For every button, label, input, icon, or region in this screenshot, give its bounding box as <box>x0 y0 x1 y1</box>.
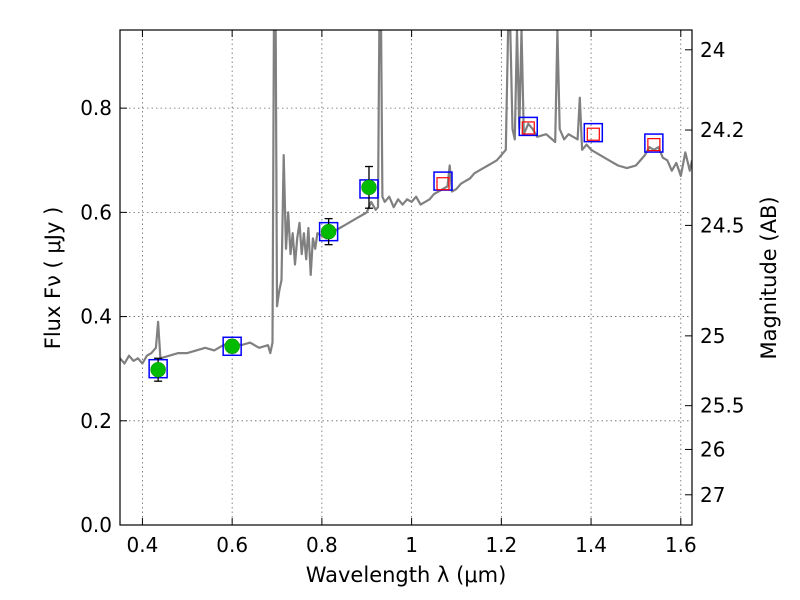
red-square-marker <box>647 138 661 152</box>
right-tick-label: 24 <box>700 38 725 62</box>
x-tick-label: 1.4 <box>575 533 607 557</box>
x-tick-label: 1.2 <box>485 533 517 557</box>
y-tick-label: 0.0 <box>80 513 112 537</box>
blue-square-marker <box>222 336 242 357</box>
green-circle-marker <box>361 179 377 196</box>
green-circle-marker <box>224 338 240 355</box>
spectrum-line-group <box>120 30 692 365</box>
right-tick-label: 25.5 <box>700 394 745 418</box>
y-axis-label: Flux Fν ( μJy ) <box>41 207 65 350</box>
blue-square-marker <box>644 133 664 153</box>
right-tick-label: 26 <box>700 437 725 461</box>
green-circle-marker <box>320 223 337 240</box>
right-tick-label: 25 <box>700 324 725 348</box>
green-circle-marker <box>150 361 166 378</box>
x-tick-label: 0.6 <box>216 533 248 557</box>
x-tick-label: 1 <box>405 533 418 557</box>
axis-ticks: 0.4 0.6 0.8 1 1.2 1.4 1.6 0.0 0.2 0.4 0.6 0.8 24 24.2… <box>80 30 745 557</box>
y-tick-label: 0.6 <box>80 200 112 224</box>
right-tick-label: 24.5 <box>700 213 745 237</box>
grid-lines <box>120 30 692 526</box>
right-axis-label: Magnitude (AB) <box>757 196 781 359</box>
blue-square-marker <box>518 116 539 137</box>
red-square-marker <box>436 177 450 191</box>
right-tick-label: 24.2 <box>700 118 745 142</box>
plot-frame <box>119 29 693 526</box>
y-tick-label: 0.8 <box>80 96 112 120</box>
right-tick-label: 27 <box>700 483 725 507</box>
x-tick-label: 1.6 <box>665 533 697 557</box>
spectrum-line <box>120 30 692 365</box>
x-axis-label: Wavelength λ (μm) <box>306 563 507 587</box>
red-square-marker <box>521 121 535 135</box>
y-tick-label: 0.4 <box>80 305 112 329</box>
x-tick-label: 0.8 <box>306 533 338 557</box>
y-tick-label: 0.2 <box>80 409 112 433</box>
x-tick-label: 0.4 <box>127 533 159 557</box>
red-square-marker <box>586 127 600 141</box>
photometry-markers-group <box>148 116 664 382</box>
blue-square-marker <box>583 122 604 143</box>
